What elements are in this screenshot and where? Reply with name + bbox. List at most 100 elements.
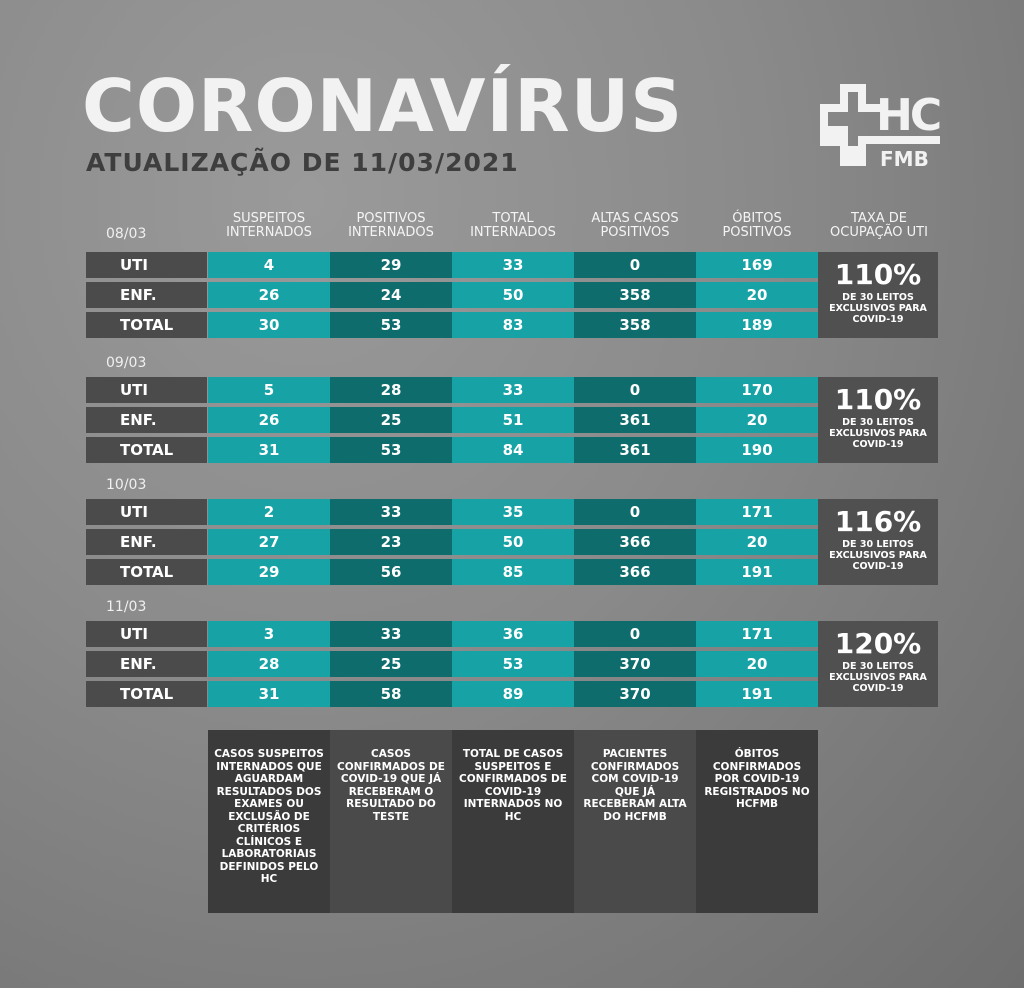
column-header: SUSPEITOS INTERNADOS	[226, 211, 312, 240]
table-cell: 370	[574, 681, 696, 707]
svg-text:FMB: FMB	[880, 147, 929, 171]
table-cell: 171	[696, 621, 818, 647]
table-cell: 33	[330, 499, 452, 525]
table-cell: 191	[696, 681, 818, 707]
occupancy-note: DE 30 LEITOS EXCLUSIVOS PARA COVID-19	[829, 417, 927, 450]
table-cell: 51	[452, 407, 574, 433]
table-cell: 28	[330, 377, 452, 403]
column-header: ALTAS CASOS POSITIVOS	[591, 211, 679, 240]
date-label: 09/03	[106, 355, 147, 371]
occupancy-rate: 110%	[834, 258, 922, 291]
table-cell: 20	[696, 282, 818, 308]
table-cell: 170	[696, 377, 818, 403]
table-cell: 0	[574, 621, 696, 647]
table-cell: 20	[696, 407, 818, 433]
occupancy-note: DE 30 LEITOS EXCLUSIVOS PARA COVID-19	[829, 661, 927, 694]
table-cell: 29	[208, 559, 330, 585]
table-cell: 5	[208, 377, 330, 403]
row-label: UTI	[86, 377, 207, 403]
table-cell: 89	[452, 681, 574, 707]
table-cell: 26	[208, 282, 330, 308]
table-cell: 358	[574, 312, 696, 338]
row-label: UTI	[86, 252, 207, 278]
table-cell: 0	[574, 499, 696, 525]
table-cell: 20	[696, 529, 818, 555]
table-cell: 3	[208, 621, 330, 647]
table-cell: 366	[574, 559, 696, 585]
occupancy-note: DE 30 LEITOS EXCLUSIVOS PARA COVID-19	[829, 292, 927, 325]
table-cell: 35	[452, 499, 574, 525]
definition-box: CASOS SUSPEITOS INTERNADOS QUE AGUARDAM …	[208, 730, 330, 913]
table-cell: 36	[452, 621, 574, 647]
row-label: TOTAL	[86, 312, 207, 338]
table-cell: 53	[452, 651, 574, 677]
table-cell: 20	[696, 651, 818, 677]
table-cell: 25	[330, 407, 452, 433]
date-label: 11/03	[106, 599, 147, 615]
table-cell: 171	[696, 499, 818, 525]
table-cell: 33	[330, 621, 452, 647]
table-cell: 0	[574, 252, 696, 278]
column-header: ÓBITOS POSITIVOS	[722, 211, 792, 240]
table-cell: 189	[696, 312, 818, 338]
occupancy-rate-box: 116% DE 30 LEITOS EXCLUSIVOS PARA COVID-1…	[818, 499, 938, 585]
table-cell: 50	[452, 529, 574, 555]
table-cell: 28	[208, 651, 330, 677]
column-header: TAXA DE OCUPAÇÃO UTI	[830, 211, 928, 240]
table-cell: 358	[574, 282, 696, 308]
row-label: ENF.	[86, 282, 207, 308]
table-cell: 84	[452, 437, 574, 463]
table-cell: 30	[208, 312, 330, 338]
table-cell: 4	[208, 252, 330, 278]
table-cell: 85	[452, 559, 574, 585]
table-cell: 50	[452, 282, 574, 308]
row-label: ENF.	[86, 529, 207, 555]
row-label: UTI	[86, 499, 207, 525]
occupancy-rate: 120%	[834, 627, 922, 660]
table-cell: 26	[208, 407, 330, 433]
table-cell: 56	[330, 559, 452, 585]
table-cell: 190	[696, 437, 818, 463]
table-cell: 2	[208, 499, 330, 525]
occupancy-rate-box: 110% DE 30 LEITOS EXCLUSIVOS PARA COVID-1…	[818, 252, 938, 338]
occupancy-rate: 116%	[834, 505, 922, 538]
occupancy-note: DE 30 LEITOS EXCLUSIVOS PARA COVID-19	[829, 539, 927, 572]
table-cell: 370	[574, 651, 696, 677]
table-cell: 191	[696, 559, 818, 585]
date-label: 10/03	[106, 477, 147, 493]
table-cell: 361	[574, 407, 696, 433]
definition-box: ÓBITOS CONFIRMADOS POR COVID-19 REGISTRA…	[696, 730, 818, 913]
row-label: ENF.	[86, 651, 207, 677]
table-cell: 31	[208, 681, 330, 707]
table-cell: 0	[574, 377, 696, 403]
table-cell: 83	[452, 312, 574, 338]
row-label: UTI	[86, 621, 207, 647]
column-header: TOTAL INTERNADOS	[470, 211, 556, 240]
row-label: TOTAL	[86, 559, 207, 585]
table-cell: 25	[330, 651, 452, 677]
row-label: ENF.	[86, 407, 207, 433]
svg-text:HC: HC	[876, 90, 940, 141]
occupancy-rate-box: 110% DE 30 LEITOS EXCLUSIVOS PARA COVID-1…	[818, 377, 938, 463]
table-cell: 169	[696, 252, 818, 278]
update-subtitle: ATUALIZAÇÃO DE 11/03/2021	[86, 148, 519, 177]
hcfmb-logo: HC FMB	[820, 84, 943, 171]
occupancy-rate: 110%	[834, 383, 922, 416]
table-cell: 31	[208, 437, 330, 463]
table-cell: 24	[330, 282, 452, 308]
table-cell: 33	[452, 377, 574, 403]
table-cell: 53	[330, 437, 452, 463]
table-cell: 366	[574, 529, 696, 555]
occupancy-rate-box: 120% DE 30 LEITOS EXCLUSIVOS PARA COVID-1…	[818, 621, 938, 707]
row-label: TOTAL	[86, 437, 207, 463]
date-label: 08/03	[106, 226, 147, 242]
definition-box: PACIENTES CONFIRMADOS COM COVID-19 QUE J…	[574, 730, 696, 913]
table-cell: 27	[208, 529, 330, 555]
table-cell: 53	[330, 312, 452, 338]
table-cell: 33	[452, 252, 574, 278]
definition-box: CASOS CONFIRMADOS DE COVID-19 QUE JÁ REC…	[330, 730, 452, 913]
row-label: TOTAL	[86, 681, 207, 707]
table-cell: 29	[330, 252, 452, 278]
page-title: CORONAVÍRUS	[82, 64, 684, 148]
definition-box: TOTAL DE CASOS SUSPEITOS E CONFIRMADOS D…	[452, 730, 574, 913]
